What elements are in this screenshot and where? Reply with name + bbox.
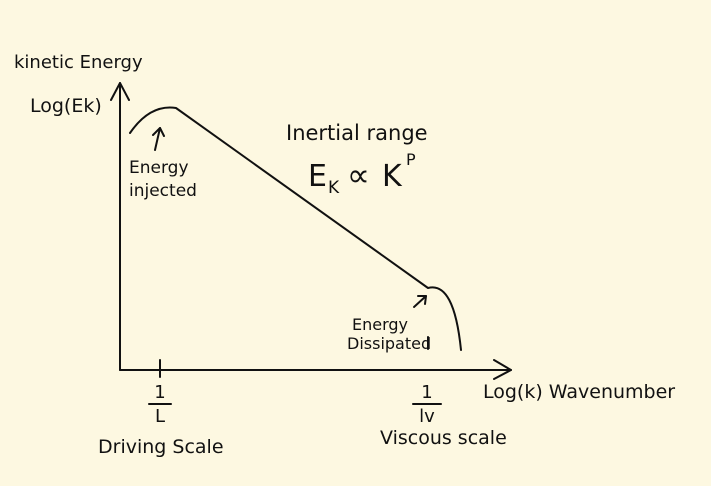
viscous-scale-label: Viscous scale	[380, 427, 507, 449]
y-axis-title: kinetic Energy	[14, 52, 143, 73]
inertial-range-formula: E K ∝ K P	[308, 150, 416, 198]
energy-dissipated-line2: Dissipated	[347, 334, 431, 353]
viscous-tick-denominator: lv	[419, 406, 435, 427]
dissipated-arrow	[413, 295, 427, 308]
y-axis-arrowhead	[110, 82, 130, 101]
energy-injected-line1: Energy	[129, 158, 189, 178]
injected-arrowhead	[152, 127, 165, 137]
energy-spectrum-curve	[129, 106, 462, 351]
energy-injected-line2: injected	[129, 181, 197, 201]
x-axis-label: Log(k) Wavenumber	[483, 381, 675, 403]
dissipated-arrowhead	[417, 295, 427, 305]
x-axis-arrowhead	[493, 359, 512, 380]
driving-tick-numerator: 1	[154, 382, 165, 403]
formula-relation: ∝	[347, 156, 370, 194]
inertial-range-label: Inertial range	[286, 121, 428, 145]
driving-tick-denominator: L	[155, 406, 165, 427]
energy-dissipated-line1: Energy	[352, 315, 408, 334]
injected-arrow	[154, 127, 161, 151]
formula-lhs: E	[308, 159, 327, 194]
driving-scale-label: Driving Scale	[98, 436, 224, 458]
formula-rhs: K	[382, 159, 403, 194]
formula-rhs-superscript: P	[406, 150, 416, 169]
formula-lhs-subscript: K	[328, 178, 340, 198]
y-axis-label: Log(Ek)	[30, 95, 102, 117]
viscous-tick-numerator: 1	[421, 382, 432, 403]
